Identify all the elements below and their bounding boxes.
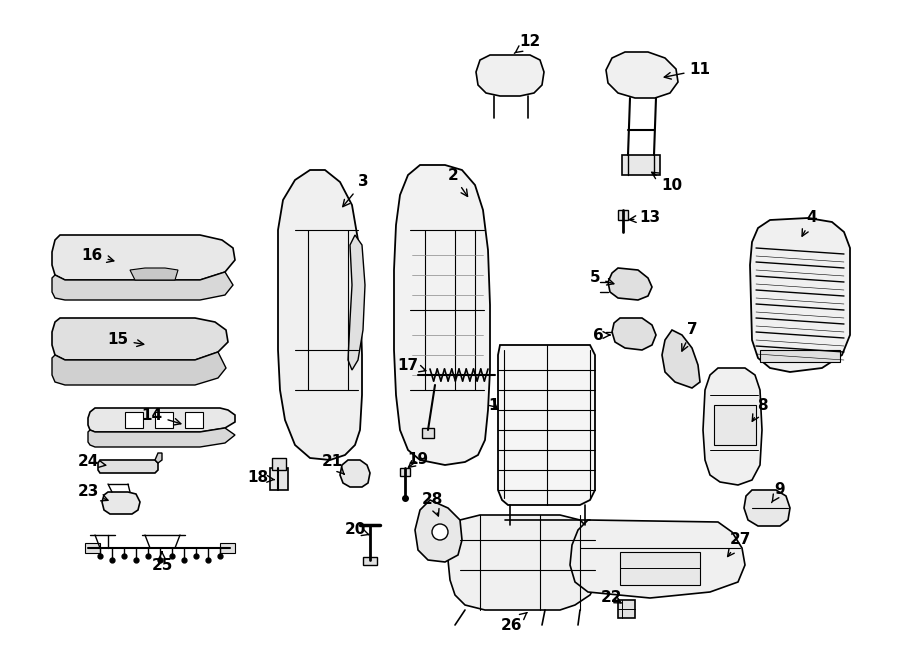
Text: 2: 2 (447, 167, 468, 196)
Text: 3: 3 (343, 175, 368, 207)
Text: 4: 4 (802, 210, 817, 236)
Polygon shape (570, 520, 745, 598)
Text: 10: 10 (652, 173, 682, 192)
Polygon shape (363, 557, 377, 565)
Polygon shape (448, 515, 598, 610)
Polygon shape (612, 318, 656, 350)
Polygon shape (662, 330, 700, 388)
Polygon shape (340, 460, 370, 487)
Polygon shape (620, 552, 700, 585)
Polygon shape (125, 412, 143, 428)
Polygon shape (52, 318, 228, 360)
Polygon shape (703, 368, 762, 485)
Polygon shape (155, 412, 173, 428)
Polygon shape (52, 352, 226, 385)
Text: 28: 28 (421, 492, 443, 516)
Polygon shape (52, 235, 235, 280)
Text: 11: 11 (664, 63, 710, 79)
Polygon shape (102, 492, 140, 514)
Polygon shape (760, 350, 840, 362)
Polygon shape (155, 453, 162, 463)
Text: 13: 13 (629, 210, 661, 225)
Circle shape (432, 524, 448, 540)
Polygon shape (608, 268, 652, 300)
Polygon shape (85, 543, 100, 553)
Text: 25: 25 (151, 552, 173, 572)
Text: 9: 9 (771, 483, 786, 502)
Polygon shape (88, 408, 235, 432)
Text: 6: 6 (592, 327, 610, 342)
Polygon shape (185, 412, 203, 428)
Polygon shape (606, 52, 678, 98)
Text: 22: 22 (601, 590, 623, 605)
Polygon shape (278, 170, 362, 460)
Text: 19: 19 (408, 453, 428, 467)
Polygon shape (618, 210, 628, 220)
Text: 1: 1 (489, 397, 500, 412)
Text: 21: 21 (321, 455, 345, 475)
Polygon shape (498, 345, 595, 505)
Text: 17: 17 (398, 358, 426, 373)
Text: 8: 8 (752, 397, 768, 421)
Polygon shape (98, 460, 158, 473)
Text: 15: 15 (107, 332, 144, 348)
Text: 18: 18 (248, 471, 274, 485)
Text: 20: 20 (345, 522, 369, 537)
Polygon shape (476, 55, 544, 96)
Text: 12: 12 (514, 34, 541, 54)
Polygon shape (394, 165, 490, 465)
Polygon shape (88, 428, 235, 447)
Polygon shape (400, 468, 410, 476)
Polygon shape (750, 218, 850, 372)
Text: 23: 23 (77, 485, 108, 501)
Polygon shape (415, 500, 462, 562)
Polygon shape (618, 600, 635, 618)
Polygon shape (270, 468, 288, 490)
Polygon shape (130, 268, 178, 280)
Text: 7: 7 (682, 323, 698, 351)
Polygon shape (714, 405, 756, 445)
Polygon shape (52, 272, 233, 300)
Text: 27: 27 (727, 533, 751, 557)
Text: 26: 26 (501, 613, 526, 633)
Text: 16: 16 (81, 247, 113, 262)
Polygon shape (622, 155, 660, 175)
Text: 14: 14 (141, 407, 181, 425)
Polygon shape (220, 543, 235, 553)
Text: 5: 5 (590, 270, 614, 286)
Polygon shape (744, 490, 790, 526)
Polygon shape (272, 458, 286, 470)
Polygon shape (422, 428, 434, 438)
Polygon shape (348, 235, 365, 370)
Text: 24: 24 (77, 455, 105, 469)
